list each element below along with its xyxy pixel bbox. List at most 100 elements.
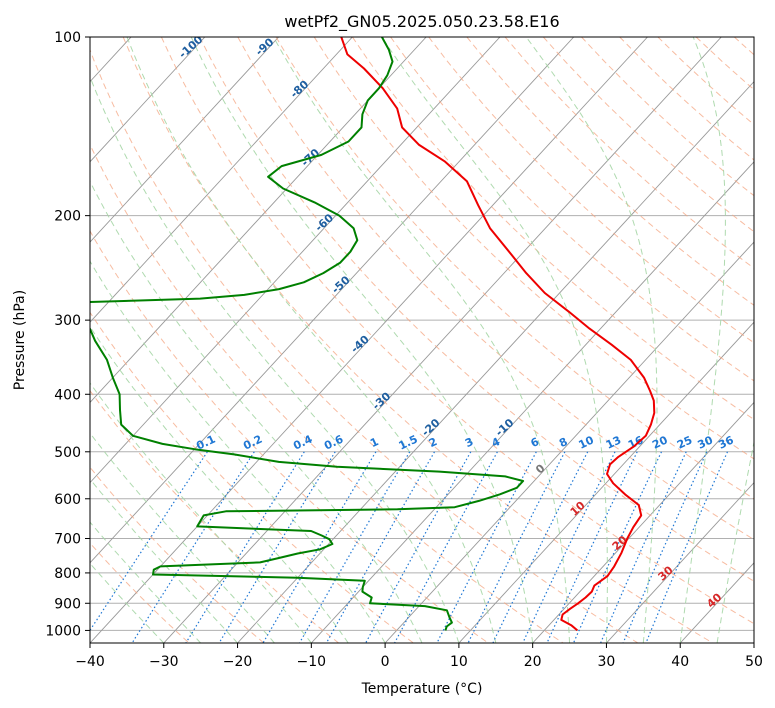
mixing-ratio-line bbox=[436, 451, 537, 643]
mixing-ratio-line bbox=[522, 451, 616, 643]
isotherm-line bbox=[679, 562, 754, 643]
isotherm-label: 10 bbox=[568, 499, 588, 519]
dewpoint-profile bbox=[90, 37, 525, 631]
moist-adiabat bbox=[90, 478, 238, 643]
mixing-ratio-line bbox=[325, 451, 436, 643]
dry-adiabat bbox=[90, 230, 489, 643]
isotherm-line bbox=[606, 481, 754, 643]
isotherm-label: -80 bbox=[288, 78, 312, 101]
dry-adiabat bbox=[695, 37, 754, 91]
mixing-ratio-line bbox=[218, 451, 336, 643]
isotherm-line bbox=[90, 37, 279, 243]
mixing-ratio-line bbox=[185, 451, 305, 643]
y-axis-label: Pressure (hPa) bbox=[12, 290, 28, 390]
y-tick-label: 400 bbox=[54, 387, 81, 403]
dry-adiabat bbox=[581, 37, 754, 197]
temperature-profile bbox=[340, 37, 656, 632]
y-tick-label: 900 bbox=[54, 596, 81, 612]
isotherm-label: 20 bbox=[610, 533, 630, 553]
isotherm-label: -90 bbox=[253, 35, 277, 58]
moist-adiabat bbox=[90, 521, 202, 643]
moist-adiabat bbox=[381, 37, 608, 643]
x-tick-label: 10 bbox=[450, 654, 468, 670]
mixing-ratio-line bbox=[546, 451, 638, 643]
mixing-ratio-line bbox=[299, 451, 411, 643]
mixing-ratio-label: 25 bbox=[675, 433, 694, 451]
chart-title: wetPf2_GN05.2025.050.23.58.E16 bbox=[284, 12, 559, 32]
mixing-ratio-label: 8 bbox=[557, 435, 569, 450]
plot-frame bbox=[89, 36, 755, 644]
moist-adiabat bbox=[126, 37, 497, 643]
isotherm-label: -50 bbox=[329, 273, 353, 296]
isotherm-line bbox=[90, 37, 206, 163]
x-tick-label: 0 bbox=[381, 654, 390, 670]
moist-adiabat bbox=[525, 37, 658, 643]
isotherm-line bbox=[458, 321, 754, 643]
mixing-ratio-label: 0.2 bbox=[241, 433, 264, 453]
x-tick-label: −10 bbox=[297, 654, 327, 670]
dry-adiabat bbox=[275, 37, 754, 500]
dry-adiabat bbox=[160, 37, 754, 625]
moist-adiabat bbox=[90, 562, 165, 643]
mixing-ratio-line bbox=[572, 451, 663, 643]
isotherm-label: -30 bbox=[370, 389, 394, 412]
mixing-ratio-line bbox=[394, 451, 498, 643]
mixing-ratio-label: 1.5 bbox=[397, 433, 420, 453]
dry-adiabat bbox=[466, 37, 754, 306]
dry-adiabat bbox=[390, 37, 754, 382]
isotherm-line bbox=[90, 37, 427, 404]
dry-adiabat bbox=[90, 389, 339, 643]
mixing-ratio-line bbox=[492, 451, 589, 643]
isotherm-line bbox=[90, 37, 575, 564]
y-tick-label: 700 bbox=[54, 532, 81, 548]
dry-adiabat bbox=[313, 37, 754, 460]
isotherm-line bbox=[90, 37, 501, 484]
mixing-ratio-label: 36 bbox=[716, 433, 736, 451]
isotherm-line bbox=[90, 37, 353, 323]
isotherm-label: 30 bbox=[656, 563, 676, 583]
y-tick-label: 200 bbox=[54, 209, 81, 225]
mixing-ratio-label: 10 bbox=[576, 433, 596, 451]
mixing-ratio-line bbox=[645, 451, 729, 643]
mixing-ratio-line bbox=[131, 451, 255, 643]
x-tick-label: 50 bbox=[745, 654, 763, 670]
x-tick-label: −30 bbox=[149, 654, 179, 670]
mixing-ratio-label: 20 bbox=[650, 433, 670, 451]
isotherm-line bbox=[753, 642, 754, 643]
isotherm-line bbox=[163, 37, 722, 643]
moist-adiabat bbox=[273, 37, 571, 643]
moist-adiabat bbox=[716, 439, 754, 643]
dry-adiabat bbox=[90, 143, 564, 643]
x-tick-label: −20 bbox=[223, 654, 253, 670]
isotherm-label: 40 bbox=[704, 591, 724, 611]
mixing-ratio-line bbox=[365, 451, 472, 643]
dry-adiabat bbox=[237, 37, 754, 541]
x-tick-label: 20 bbox=[524, 654, 542, 670]
moist-adiabat bbox=[90, 75, 460, 643]
x-tick-label: 40 bbox=[671, 654, 689, 670]
mixing-ratio-label: 1 bbox=[368, 435, 380, 450]
y-tick-label: 300 bbox=[54, 313, 81, 329]
dry-adiabat bbox=[90, 48, 639, 643]
dry-adiabat bbox=[733, 37, 754, 56]
isotherm-line bbox=[0, 37, 57, 643]
dry-adiabat bbox=[542, 37, 754, 233]
mixing-ratio-line bbox=[90, 451, 208, 632]
isotherm-line bbox=[532, 401, 754, 643]
dry-adiabat bbox=[199, 37, 754, 582]
isotherm-label: -60 bbox=[313, 211, 337, 234]
y-tick-label: 600 bbox=[54, 492, 81, 508]
x-tick-label: −40 bbox=[75, 654, 105, 670]
moist-adiabat bbox=[190, 37, 534, 643]
moist-adiabat bbox=[90, 325, 349, 643]
y-tick-label: 1000 bbox=[45, 623, 81, 639]
isotherm-line bbox=[384, 241, 754, 643]
mixing-ratio-label: 6 bbox=[529, 435, 542, 450]
x-tick-label: 30 bbox=[598, 654, 616, 670]
mixing-ratio-label: 13 bbox=[604, 433, 623, 451]
mixing-ratio-label: 30 bbox=[696, 433, 716, 451]
y-tick-label: 100 bbox=[54, 30, 81, 46]
dry-adiabat bbox=[428, 37, 754, 344]
moist-adiabat bbox=[90, 180, 423, 643]
mixing-ratio-line bbox=[467, 451, 566, 643]
